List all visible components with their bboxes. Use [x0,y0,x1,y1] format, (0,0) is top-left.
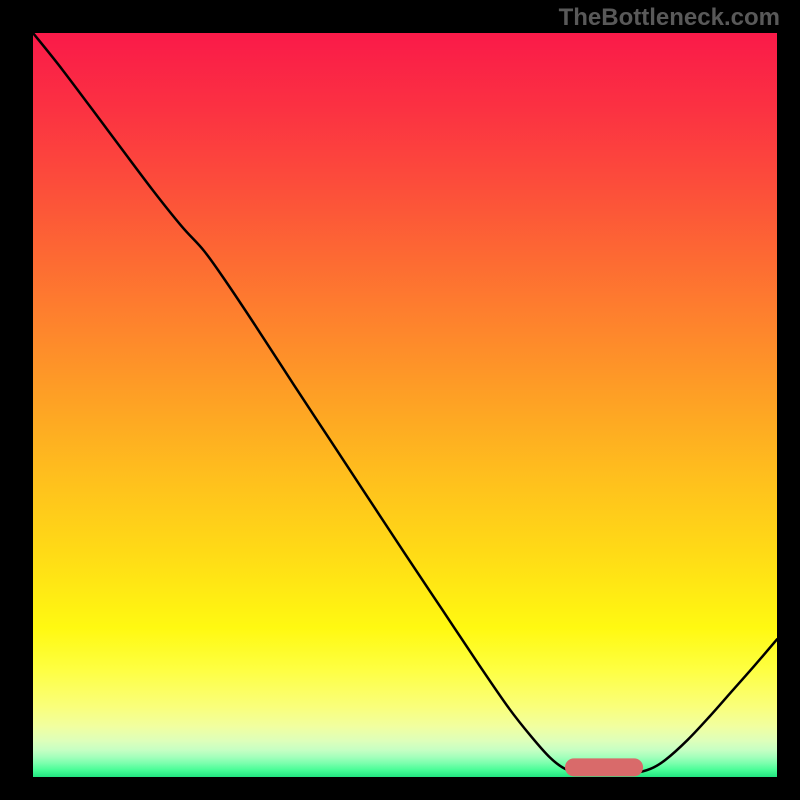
gradient-background [33,33,777,777]
chart-container: TheBottleneck.com [0,0,800,800]
chart-svg [33,33,777,777]
plot-area [33,33,777,777]
optimal-range-marker [565,758,643,776]
watermark-text: TheBottleneck.com [559,4,780,32]
